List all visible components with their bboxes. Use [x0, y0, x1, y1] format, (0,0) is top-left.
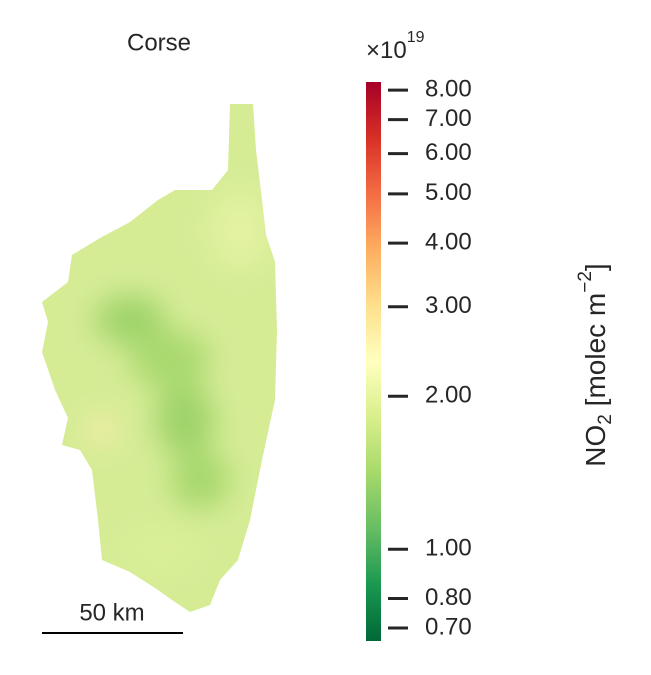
colorbar-label: NO2 [molec m−2]: [575, 263, 616, 466]
exponent-power: 19: [407, 29, 425, 46]
colorbar-tick-label: 8.00: [425, 75, 472, 102]
colorbar-tick-label: 6.00: [425, 139, 472, 166]
map-title: Corse: [127, 29, 191, 56]
colorbar-tick-label: 7.00: [425, 105, 472, 132]
colorbar-tick-label: 5.00: [425, 179, 472, 206]
colorbar-tick-label: 2.00: [425, 382, 472, 409]
colorbar: [366, 82, 381, 641]
region-map: [42, 104, 277, 612]
exponent-base: ×10: [366, 37, 407, 64]
colorbar-tick-label: 4.00: [425, 229, 472, 256]
label-subscript: 2: [595, 414, 616, 425]
colorbar-tick-label: 3.00: [425, 292, 472, 319]
colorbar-tick-label: 0.80: [425, 584, 472, 611]
scale-bar-label: 50 km: [79, 599, 144, 626]
label-part: ]: [580, 263, 611, 271]
colorbar-tick-label: 1.00: [425, 535, 472, 562]
label-part: [molec m: [580, 293, 611, 414]
colorbar-exponent: ×1019: [366, 29, 425, 64]
region-shading: [88, 190, 270, 575]
label-part: NO: [580, 425, 611, 467]
colorbar-tick-label: 0.70: [425, 613, 472, 640]
label-superscript: −2: [575, 271, 596, 293]
